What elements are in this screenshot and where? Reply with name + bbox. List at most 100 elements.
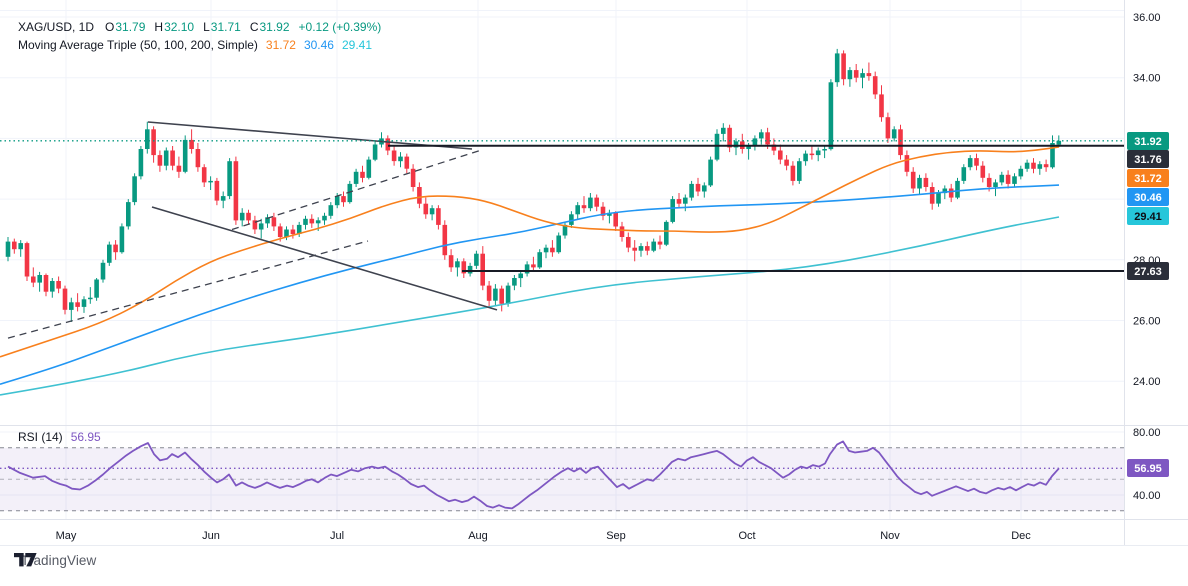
candle[interactable] [50,278,55,298]
candle[interactable] [815,147,821,162]
candle[interactable] [961,164,967,184]
candle[interactable] [341,191,346,207]
candle[interactable] [778,144,783,165]
candle[interactable] [550,240,555,257]
candle[interactable] [651,238,656,253]
candle[interactable] [366,156,372,180]
candle[interactable] [607,209,612,224]
candle[interactable] [689,180,694,201]
candle[interactable] [721,123,726,142]
candle[interactable] [290,224,296,239]
candle[interactable] [100,259,106,283]
candle[interactable] [138,146,144,180]
candle[interactable] [429,205,435,221]
candle[interactable] [740,133,745,154]
candle[interactable] [917,174,922,195]
candle[interactable] [12,238,17,254]
candle[interactable] [537,249,542,269]
candle[interactable] [360,165,365,183]
candle[interactable] [632,240,637,262]
candle[interactable] [657,235,663,250]
dashed-trendline[interactable] [231,149,481,231]
candle[interactable] [189,129,194,154]
candle[interactable] [201,164,207,187]
candle[interactable] [733,138,739,156]
candle[interactable] [499,285,504,312]
candle[interactable] [702,182,707,198]
candle[interactable] [195,143,201,172]
candle[interactable] [448,249,454,272]
candle[interactable] [385,135,391,156]
candle[interactable] [619,221,625,242]
candle[interactable] [69,297,74,322]
candle[interactable] [853,64,859,83]
candle[interactable] [398,152,403,168]
candle[interactable] [56,276,61,294]
candle[interactable] [759,129,764,145]
candle[interactable] [132,173,137,206]
candle[interactable] [1024,159,1030,172]
candle[interactable] [239,208,245,227]
candle[interactable] [436,205,441,230]
solid-trendline[interactable] [151,206,498,311]
candle[interactable] [486,281,492,307]
solid-trendline[interactable] [147,121,473,150]
candle[interactable] [708,156,713,187]
candlestick-series[interactable] [5,48,1062,322]
candle[interactable] [790,161,796,186]
candle[interactable] [1005,170,1011,189]
candle[interactable] [62,285,68,315]
candle[interactable] [461,258,467,278]
dashed-trendline[interactable] [7,240,369,339]
candle[interactable] [879,85,884,122]
candle[interactable] [594,194,599,212]
candle[interactable] [1012,173,1017,187]
candle[interactable] [670,196,675,224]
candle[interactable] [151,126,156,163]
candle[interactable] [967,155,973,171]
candle[interactable] [474,250,479,269]
candle[interactable] [18,240,23,257]
candle[interactable] [588,193,593,212]
candle[interactable] [328,202,334,219]
candle[interactable] [214,177,220,206]
candle[interactable] [271,212,277,231]
candle[interactable] [841,50,846,86]
candle[interactable] [524,261,530,277]
candle[interactable] [683,194,688,212]
candle[interactable] [145,121,150,154]
candle[interactable] [575,202,580,219]
candle[interactable] [284,226,289,241]
candle[interactable] [372,141,378,162]
candle[interactable] [999,171,1005,186]
candle[interactable] [43,273,49,297]
candle[interactable] [5,237,11,262]
candle[interactable] [1037,161,1043,175]
candle[interactable] [220,191,226,209]
candle[interactable] [163,147,169,171]
candle[interactable] [613,211,618,231]
candle[interactable] [182,135,188,174]
candle[interactable] [227,158,232,200]
candle[interactable] [322,212,327,225]
candle[interactable] [258,218,264,239]
candle[interactable] [107,241,112,266]
candle[interactable] [929,182,935,210]
candle[interactable] [797,158,802,184]
candle[interactable] [296,221,302,237]
candle[interactable] [119,223,125,254]
candle[interactable] [309,214,315,228]
candle[interactable] [847,67,853,87]
candle[interactable] [24,241,30,281]
candle[interactable] [904,150,910,177]
candle[interactable] [170,146,175,171]
candle[interactable] [910,167,916,193]
candle[interactable] [752,135,758,151]
candle[interactable] [303,215,308,230]
candle[interactable] [638,243,644,257]
candle[interactable] [860,68,865,89]
candle[interactable] [923,173,929,192]
candle[interactable] [265,214,270,228]
ma-legend-title[interactable]: Moving Average Triple (50, 100, 200, Sim… [18,38,258,52]
candle[interactable] [531,256,536,272]
